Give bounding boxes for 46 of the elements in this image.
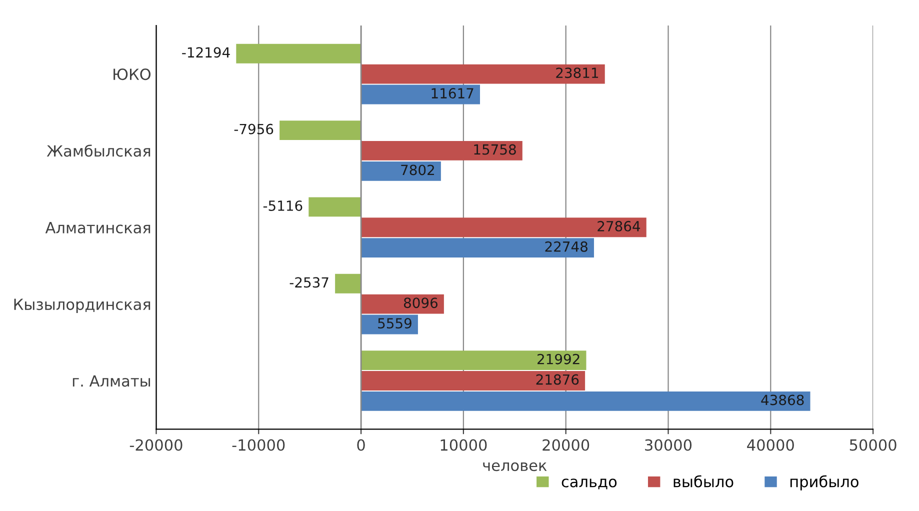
bar	[361, 84, 480, 104]
legend-label: выбыло	[674, 475, 734, 488]
y-tick-label: ЮКО	[114, 68, 151, 80]
legend-label: прибыло	[790, 475, 858, 490]
bar	[361, 161, 441, 181]
data-label: -7956	[234, 124, 274, 134]
bar	[236, 44, 362, 64]
bar	[308, 197, 362, 217]
bar	[361, 218, 646, 238]
y-tick-label: Алматинская	[45, 222, 150, 234]
y-tick-label: Кызылординская	[14, 298, 150, 314]
x-tick-label: 0	[357, 439, 365, 451]
bar	[361, 64, 605, 84]
bar	[335, 274, 362, 294]
bar	[280, 120, 362, 140]
bar	[361, 391, 810, 411]
y-tick-label: Жамбылская	[46, 144, 150, 157]
x-axis-title: человек	[483, 462, 547, 472]
legend-label: сальдо	[562, 478, 617, 490]
data-label: 23811	[556, 68, 598, 78]
x-tick-label: 10000	[440, 439, 487, 451]
y-tick-label: г. Алматы	[72, 375, 150, 387]
x-tick-label: 50000	[850, 439, 896, 451]
x-tick-label: -20000	[130, 439, 182, 451]
data-label: 21876	[536, 374, 579, 385]
data-label: 11617	[432, 88, 474, 99]
x-tick-label: 20000	[542, 439, 590, 451]
data-label: 21992	[538, 354, 580, 364]
x-tick-label: 30000	[645, 439, 692, 451]
bar	[361, 294, 444, 314]
bar	[361, 350, 586, 370]
data-label: 43868	[761, 394, 804, 406]
data-label: 22748	[545, 241, 588, 252]
x-tick-label: 40000	[747, 439, 794, 451]
data-label: -2537	[290, 277, 328, 288]
bar	[361, 371, 586, 390]
data-label: 27864	[598, 220, 640, 232]
bar	[361, 141, 522, 160]
data-label: 7802	[401, 164, 434, 176]
data-label: -12194	[182, 47, 230, 58]
data-label: 15758	[474, 144, 516, 155]
bar	[361, 238, 594, 258]
x-tick-label: -10000	[232, 439, 285, 451]
data-label: 8096	[404, 298, 438, 308]
data-label: -5116	[263, 200, 302, 211]
data-label: 5559	[378, 318, 412, 329]
